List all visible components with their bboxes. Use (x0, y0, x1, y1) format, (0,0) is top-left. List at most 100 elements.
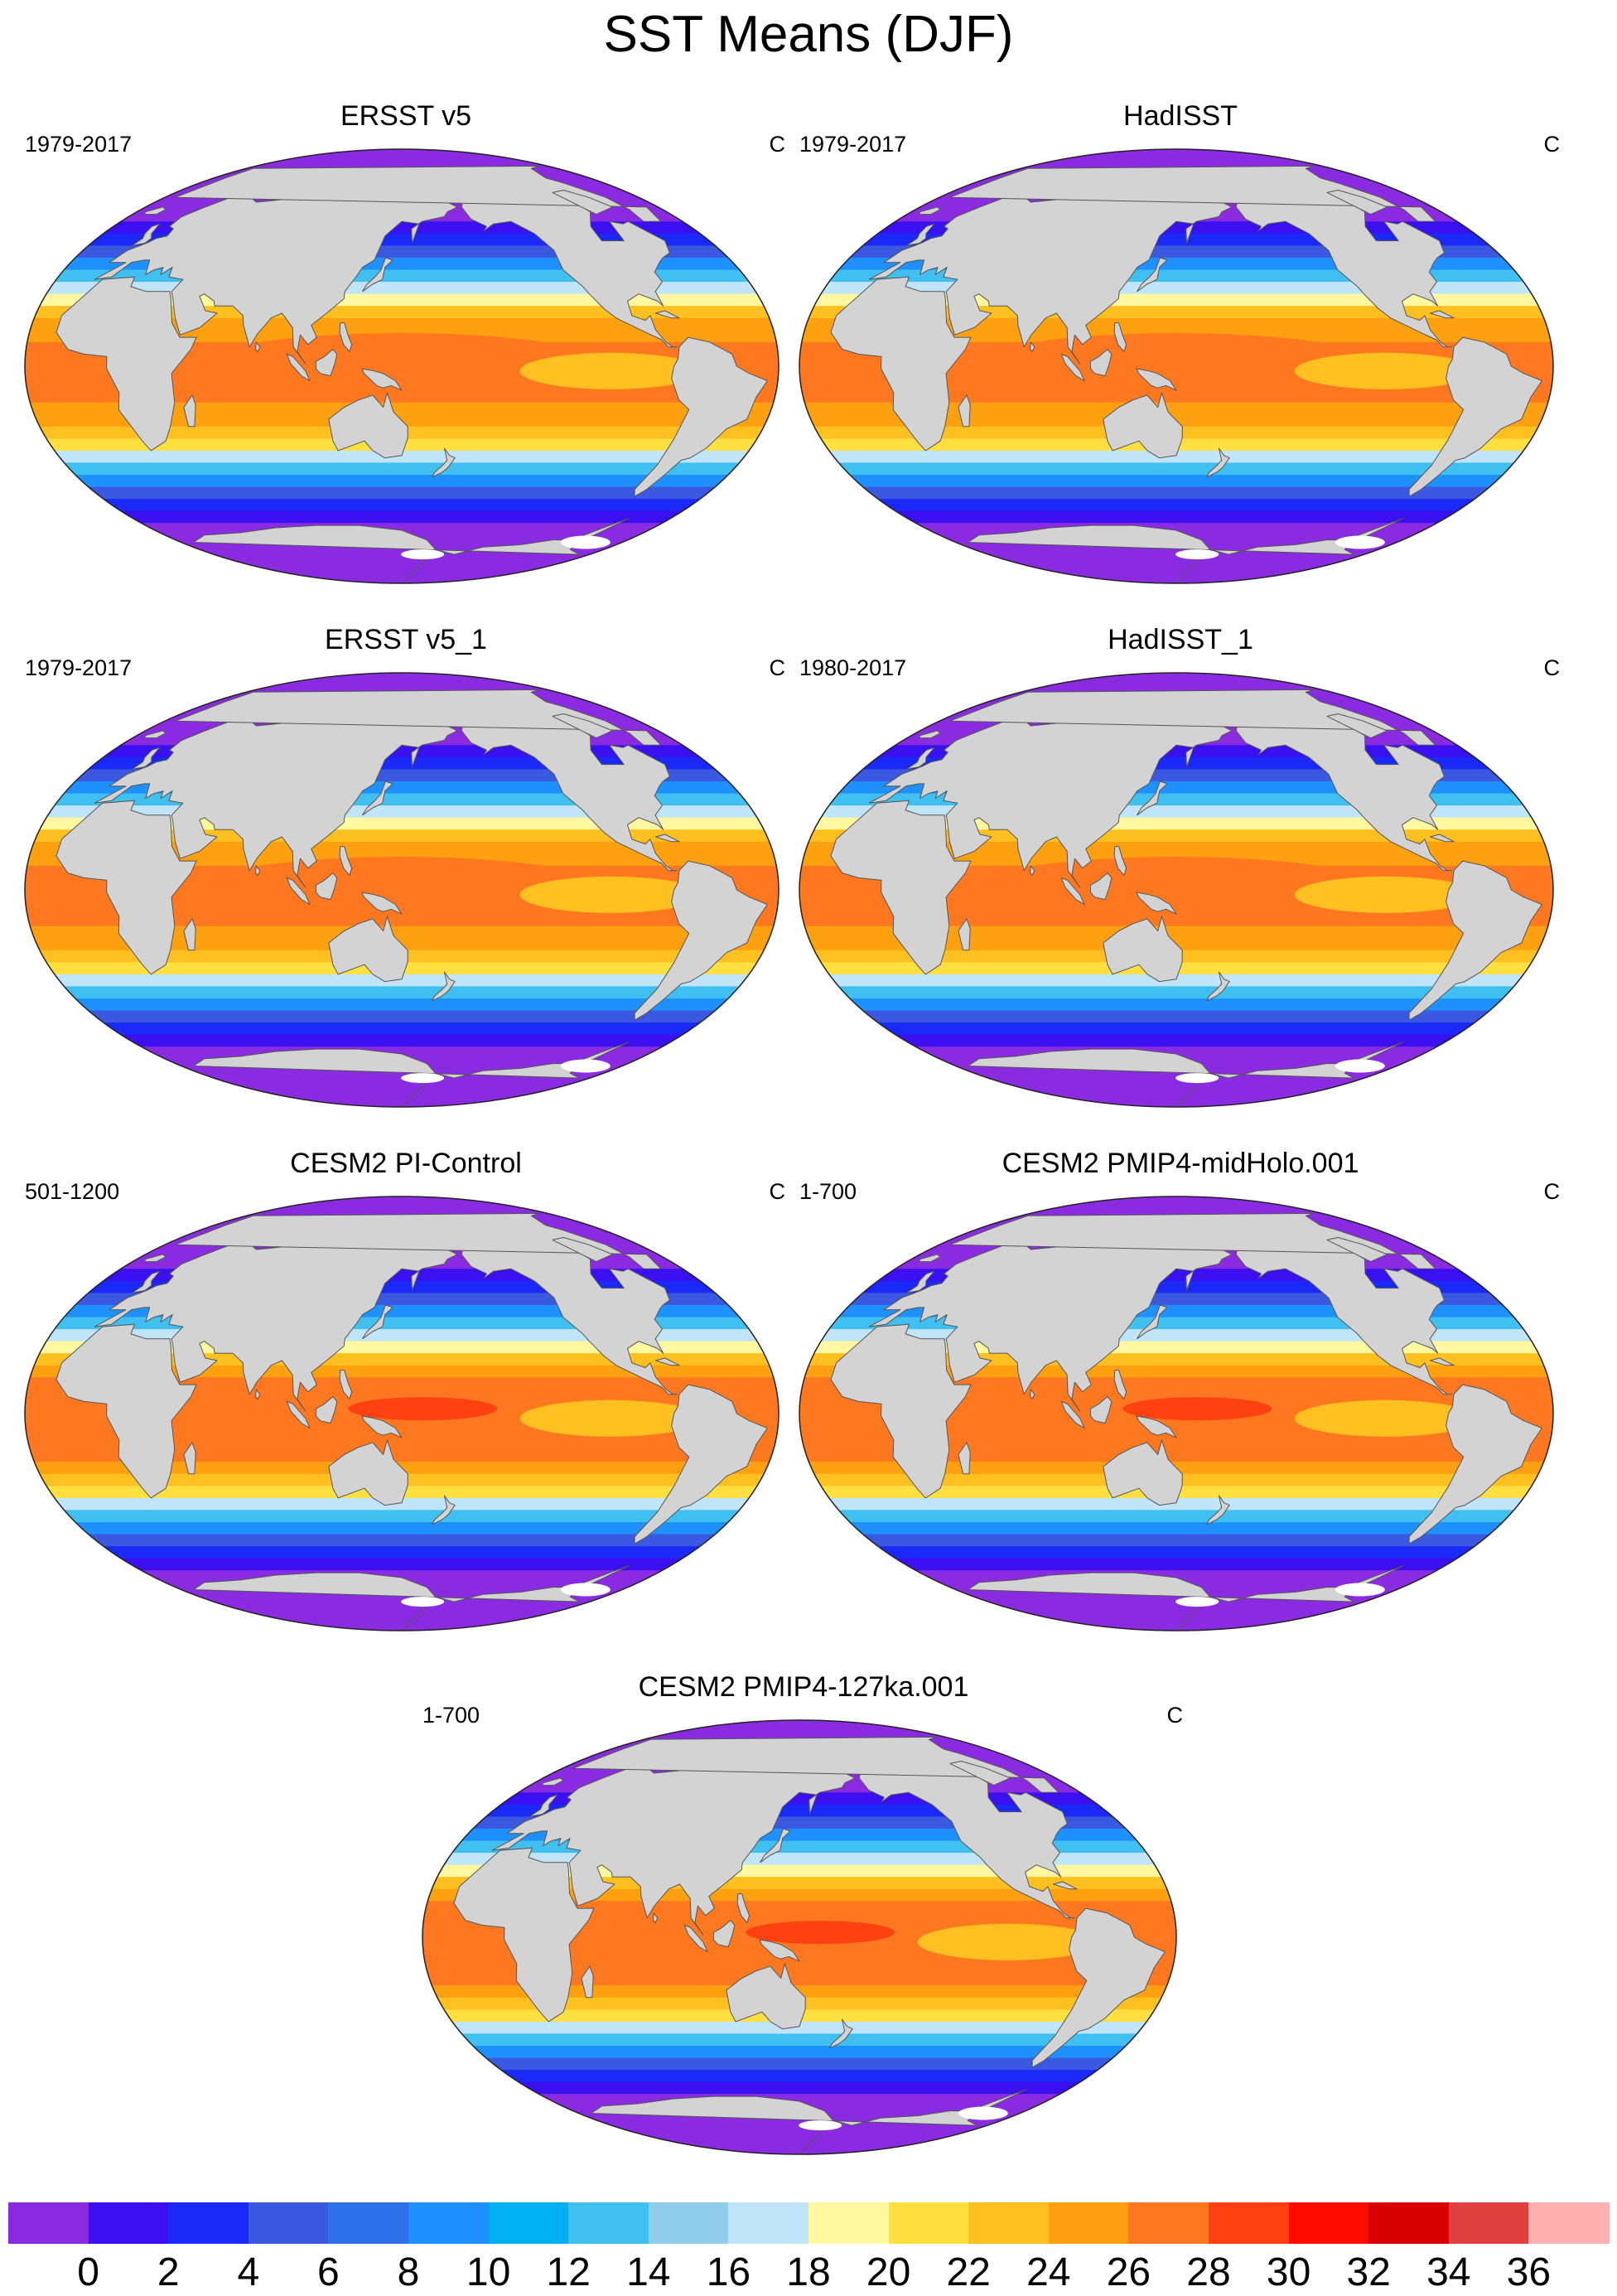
uk-landmass (905, 223, 935, 246)
japan-landmass (362, 257, 393, 292)
colorbar-tick-label: 2 (157, 2250, 180, 2294)
africa-landmass (56, 1323, 197, 1499)
sst-band (799, 1280, 1553, 1294)
new-zealand-landmass (1206, 1495, 1230, 1525)
figure-title: SST Means (DJF) (603, 6, 1014, 63)
colorbar-tick-label: 14 (626, 2250, 671, 2294)
madagascar-landmass (183, 394, 196, 428)
sst-band (422, 1792, 1176, 1805)
colorbar-swatch (1528, 2202, 1610, 2244)
colorbar-swatch (8, 2202, 89, 2244)
australia-landmass (1103, 392, 1183, 459)
warm-pool-region (195, 857, 609, 923)
sst-band (25, 510, 779, 524)
sst-band (799, 1365, 1553, 1379)
sst-band (25, 1497, 779, 1511)
south-america-landmass (1031, 1907, 1166, 2068)
new-zealand-landmass (1206, 447, 1230, 478)
panel-title: CESM2 PMIP4-midHolo.001 (1002, 1148, 1359, 1179)
africa-landmass (830, 276, 972, 452)
sumatra-landmass (286, 877, 311, 905)
warm-pool-core (746, 1921, 895, 1945)
sst-band (799, 317, 1553, 331)
sst-band (799, 1449, 1553, 1463)
new-zealand-landmass (432, 447, 456, 478)
iceland-landmass (542, 1777, 564, 1786)
south-america-landmass (634, 336, 768, 497)
map-boundary (24, 1196, 780, 1631)
panel-title: CESM2 PI-Control (290, 1148, 522, 1179)
sst-band (25, 1558, 779, 1572)
antarctica-landmass (968, 517, 1404, 583)
australia-landmass (1103, 916, 1183, 983)
sst-band (25, 756, 779, 771)
sri-lanka-landmass (1030, 341, 1035, 352)
sumatra-landmass (1060, 877, 1085, 905)
new-guinea-landmass (361, 892, 403, 915)
cuba-landmass (1429, 310, 1455, 319)
uk-landmass (905, 747, 935, 770)
borneo-landmass (1089, 872, 1113, 901)
sst-band (799, 1269, 1553, 1282)
cold-tongue-region (519, 876, 702, 913)
panel-period: 501-1200 (25, 1179, 120, 1204)
map-projection-svg (799, 672, 1554, 1108)
map-panel-cesm2-pi-control: CESM2 PI-Control 501-1200 C (17, 1147, 795, 1644)
colorbar-tick-label: 24 (1026, 2250, 1071, 2294)
sst-band (25, 841, 779, 855)
sst-band (25, 1534, 779, 1548)
philippines-landmass (339, 322, 353, 352)
greenland-landmass (175, 689, 662, 746)
sumatra-landmass (286, 353, 311, 381)
cold-tongue-region (917, 1923, 1100, 1960)
panel-period: 1-700 (799, 1179, 857, 1204)
sst-band (799, 450, 1553, 464)
sst-band (422, 1888, 1176, 1902)
sst-band (799, 499, 1553, 512)
baffin-landmass (949, 1761, 1011, 1786)
new-guinea-landmass (759, 1939, 800, 1962)
south-america-landmass (1408, 860, 1542, 1021)
map-projection-svg (799, 1196, 1554, 1631)
sea-ice-patch (1175, 1597, 1219, 1607)
colorbar-swatch (88, 2202, 169, 2244)
new-guinea-landmass (361, 1415, 403, 1438)
map-projection-svg (422, 1719, 1177, 2155)
colorbar-swatch (568, 2202, 649, 2244)
colorbar-swatch (488, 2202, 569, 2244)
sst-band (799, 475, 1553, 488)
greenland-landmass (175, 1212, 662, 1269)
sst-band (799, 233, 1553, 247)
philippines-landmass (339, 846, 353, 876)
africa-landmass (56, 800, 197, 975)
sst-band (422, 2070, 1176, 2083)
sst-band (799, 1510, 1553, 1523)
colorbar-tick-label: 20 (866, 2250, 911, 2294)
baffin-landmass (552, 713, 613, 739)
map-panel-hadisst: HadISST 1979-2017 C (791, 99, 1570, 597)
antarctica-landmass (591, 2088, 1027, 2154)
warm-pool-core (1122, 1397, 1272, 1421)
antarctica-landmass (193, 1041, 630, 1107)
uk-landmass (131, 747, 161, 770)
philippines-landmass (339, 1370, 353, 1399)
new-zealand-landmass (432, 971, 456, 1002)
new-zealand-landmass (432, 1495, 456, 1525)
colorbar-swatch (808, 2202, 890, 2244)
map-boundary (24, 148, 780, 584)
uk-landmass (131, 223, 161, 246)
uk-landmass (131, 1270, 161, 1293)
sst-band (25, 974, 779, 988)
sst-band (799, 1034, 1553, 1048)
sst-band (25, 1269, 779, 1282)
antarctica-landmass (193, 1564, 630, 1631)
map-panel-ersst-v5-1: ERSST v5_1 1979-2017 C (17, 623, 795, 1120)
sst-band (422, 2081, 1176, 2095)
borneo-landmass (315, 872, 338, 901)
sst-band (25, 475, 779, 488)
warm-pool-region (969, 333, 1383, 399)
sst-band (25, 486, 779, 500)
sumatra-landmass (286, 1400, 311, 1428)
madagascar-landmass (958, 394, 971, 428)
colorbar-tick-label: 6 (317, 2250, 340, 2294)
